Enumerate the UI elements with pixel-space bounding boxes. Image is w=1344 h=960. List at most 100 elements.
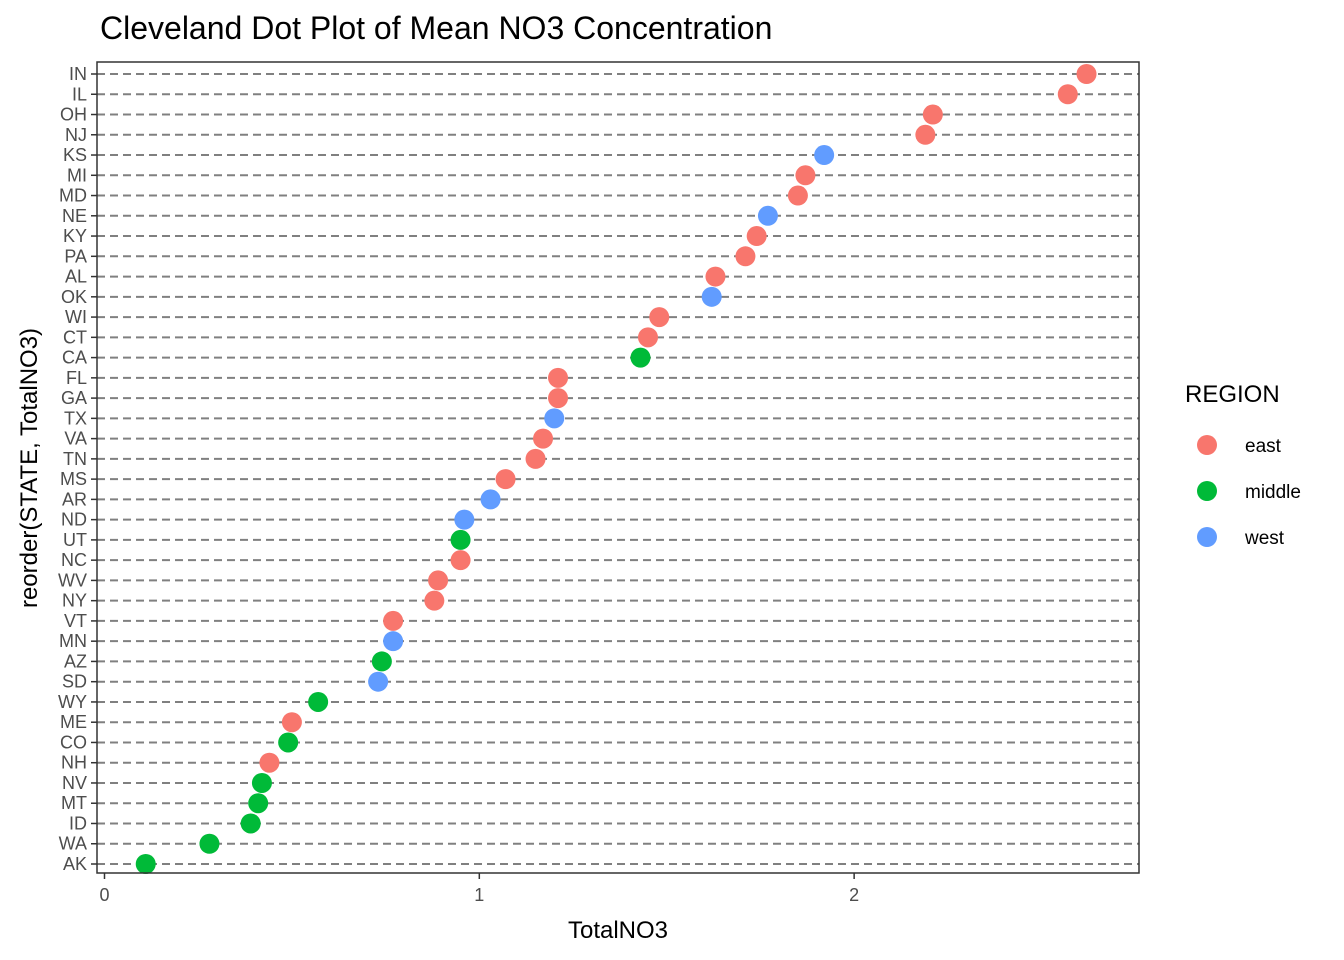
y-tick-label-nh: NH	[61, 753, 87, 773]
point-tn	[525, 448, 546, 469]
y-tick-label-wv: WV	[58, 570, 87, 590]
point-nc	[450, 550, 471, 571]
point-wy	[308, 691, 329, 712]
y-tick-label-ga: GA	[61, 388, 87, 408]
point-co	[278, 732, 299, 753]
plot-panel	[96, 61, 1140, 874]
x-axis-title: TotalNO3	[568, 917, 668, 944]
point-nj	[915, 124, 936, 145]
legend: REGION east middle west	[1185, 381, 1301, 549]
y-tick-label-va: VA	[64, 429, 87, 449]
y-tick-label-nv: NV	[62, 773, 87, 793]
point-oh	[922, 104, 943, 125]
legend-title: REGION	[1185, 381, 1280, 408]
point-il	[1057, 84, 1078, 105]
legend-key-middle	[1197, 481, 1217, 501]
y-tick-label-al: AL	[65, 267, 87, 287]
chart-title: Cleveland Dot Plot of Mean NO3 Concentra…	[100, 10, 772, 46]
point-mi	[795, 165, 816, 186]
y-axis-title: reorder(STATE, TotalNO3)	[16, 328, 43, 608]
x-axis: 0 1 2	[99, 873, 859, 905]
panel-border	[96, 61, 1140, 874]
y-tick-label-ms: MS	[60, 469, 87, 489]
y-tick-label-ky: KY	[63, 226, 87, 246]
point-md	[787, 185, 808, 206]
y-tick-label-ne: NE	[62, 206, 87, 226]
y-tick-label-ar: AR	[62, 489, 87, 509]
y-tick-label-in: IN	[69, 64, 87, 84]
y-tick-label-tn: TN	[63, 449, 87, 469]
y-tick-label-ks: KS	[63, 145, 87, 165]
point-nh	[259, 752, 280, 773]
legend-entries: east middle west	[1197, 435, 1301, 549]
point-ny	[424, 590, 445, 611]
point-ms	[495, 469, 516, 490]
y-tick-label-nj: NJ	[65, 125, 87, 145]
point-pa	[735, 246, 756, 267]
point-nd	[454, 509, 475, 530]
x-tick-label: 2	[849, 885, 859, 905]
point-id	[240, 813, 261, 834]
y-tick-label-vt: VT	[64, 611, 87, 631]
point-sd	[368, 671, 389, 692]
legend-key-west	[1197, 527, 1217, 547]
point-ca	[630, 347, 651, 368]
y-tick-label-nd: ND	[61, 510, 87, 530]
y-tick-label-me: ME	[60, 712, 87, 732]
y-tick-label-az: AZ	[64, 651, 87, 671]
point-mn	[383, 631, 404, 652]
point-wa	[199, 833, 220, 854]
point-ga	[548, 388, 569, 409]
y-tick-label-ct: CT	[63, 327, 87, 347]
point-ks	[814, 145, 835, 166]
x-tick-label: 0	[99, 885, 109, 905]
point-wi	[649, 307, 670, 328]
data-points	[135, 64, 1097, 874]
point-fl	[548, 367, 569, 388]
y-tick-label-pa: PA	[64, 246, 87, 266]
point-ky	[746, 226, 767, 247]
y-tick-label-fl: FL	[66, 368, 87, 388]
y-tick-label-md: MD	[59, 186, 87, 206]
point-vt	[383, 610, 404, 631]
y-tick-label-tx: TX	[64, 408, 87, 428]
point-ct	[637, 327, 658, 348]
y-tick-label-id: ID	[69, 813, 87, 833]
y-tick-label-mt: MT	[61, 793, 87, 813]
y-tick-label-ut: UT	[63, 530, 87, 550]
point-ok	[701, 286, 722, 307]
point-nv	[251, 772, 272, 793]
point-az	[371, 651, 392, 672]
y-tick-label-ca: CA	[62, 348, 87, 368]
legend-key-east	[1197, 435, 1217, 455]
y-tick-label-il: IL	[72, 84, 87, 104]
point-me	[281, 712, 302, 733]
y-tick-label-mi: MI	[67, 165, 87, 185]
y-tick-label-ak: AK	[63, 854, 87, 874]
y-tick-label-sd: SD	[62, 672, 87, 692]
point-in	[1076, 64, 1097, 84]
y-tick-label-wa: WA	[59, 834, 87, 854]
point-tx	[544, 408, 565, 429]
legend-label-east: east	[1245, 436, 1282, 457]
y-axis: AKWAIDMTNVNHCOMEWYSDAZMNVTNYWVNCUTNDARMS…	[58, 64, 97, 874]
legend-label-middle: middle	[1245, 482, 1301, 503]
point-wv	[428, 570, 449, 591]
point-ut	[450, 529, 471, 550]
y-tick-label-ok: OK	[61, 287, 87, 307]
y-tick-label-co: CO	[60, 732, 87, 752]
gridlines	[97, 73, 1139, 865]
point-al	[705, 266, 726, 287]
point-va	[533, 428, 554, 449]
point-ar	[480, 489, 501, 510]
y-tick-label-wi: WI	[65, 307, 87, 327]
y-tick-label-wy: WY	[58, 692, 87, 712]
y-tick-label-mn: MN	[59, 631, 87, 651]
point-ak	[135, 854, 156, 874]
point-ne	[757, 205, 778, 226]
y-tick-label-ny: NY	[62, 591, 87, 611]
point-mt	[248, 793, 269, 814]
x-tick-label: 1	[474, 885, 484, 905]
legend-label-west: west	[1244, 528, 1285, 549]
